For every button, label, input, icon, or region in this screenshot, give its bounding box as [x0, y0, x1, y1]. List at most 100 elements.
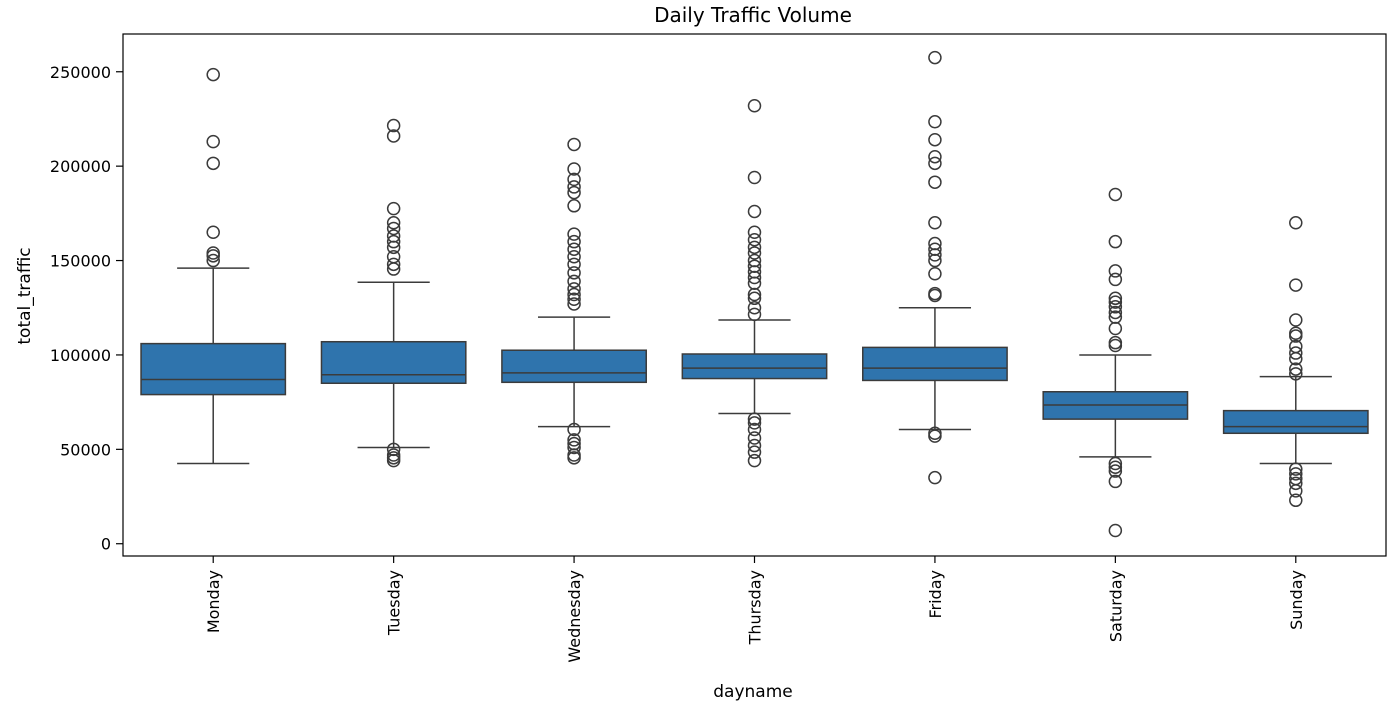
outlier-point-sunday	[1289, 467, 1303, 481]
outlier-point-wednesday	[567, 250, 581, 264]
outlier-point-friday	[928, 149, 942, 164]
outlier-point-sunday	[1289, 216, 1303, 230]
outlier-point-wednesday	[567, 185, 581, 200]
outlier-point-wednesday	[567, 292, 581, 306]
outlier-point-wednesday	[567, 162, 581, 176]
outlier-point-thursday	[747, 291, 762, 306]
x-axis-label: dayname	[713, 682, 792, 702]
y-axis-label: total_traffic	[15, 247, 35, 344]
outlier-point-monday	[206, 253, 220, 268]
outlier-point-wednesday	[567, 242, 581, 256]
outlier-point-friday	[928, 175, 942, 189]
outlier-point-saturday	[1108, 291, 1123, 306]
outlier-point-thursday	[747, 170, 762, 185]
x-tick-label: Saturday	[1106, 570, 1125, 642]
outlier-point-saturday	[1108, 187, 1123, 202]
outlier-point-wednesday	[567, 451, 581, 465]
outlier-point-thursday	[747, 225, 762, 239]
outlier-point-friday	[928, 267, 942, 281]
outlier-point-sunday	[1289, 346, 1303, 360]
outlier-point-friday	[928, 132, 942, 147]
outlier-point-tuesday	[386, 262, 401, 276]
outlier-point-saturday	[1108, 272, 1123, 287]
outlier-point-saturday	[1108, 264, 1123, 278]
outlier-point-tuesday	[386, 118, 401, 133]
outlier-point-saturday	[1108, 474, 1123, 489]
box-thursday	[681, 353, 828, 380]
outlier-point-thursday	[747, 240, 762, 255]
plot-area: 0 50000 100000 150000 200000 250000 Monday Tues…	[50, 33, 1387, 663]
x-tick-label: Friday	[926, 570, 945, 619]
outlier-point-sunday	[1289, 313, 1303, 327]
outlier-point-tuesday	[386, 240, 401, 255]
outlier-point-wednesday	[567, 297, 581, 311]
outlier-point-tuesday	[386, 453, 401, 468]
outlier-point-friday	[928, 156, 942, 171]
outlier-point-sunday	[1289, 493, 1303, 508]
chart-title: Daily Traffic Volume	[654, 3, 852, 27]
outlier-point-saturday	[1108, 464, 1123, 478]
outlier-point-thursday	[747, 307, 762, 322]
outlier-point-wednesday	[567, 172, 581, 187]
outlier-point-sunday	[1289, 484, 1303, 498]
x-tick-label: Thursday	[746, 570, 765, 645]
outlier-point-friday	[928, 470, 942, 485]
outlier-point-friday	[928, 248, 942, 262]
outlier-point-thursday	[747, 431, 762, 445]
outlier-point-friday	[928, 253, 942, 268]
box-tuesday	[320, 340, 467, 385]
outlier-point-sunday	[1289, 351, 1303, 366]
outlier-point-saturday	[1108, 338, 1123, 353]
outlier-point-thursday	[747, 412, 762, 426]
x-tick-label: Tuesday	[385, 570, 404, 636]
outlier-point-friday	[928, 50, 942, 65]
outlier-point-wednesday	[567, 180, 581, 194]
outlier-point-tuesday	[386, 221, 401, 236]
outlier-point-thursday	[747, 98, 762, 113]
outlier-point-thursday	[747, 416, 762, 430]
outlier-point-monday	[206, 67, 220, 82]
outlier-point-sunday	[1289, 326, 1303, 340]
y-tick-label: 200000	[50, 157, 111, 176]
outlier-point-wednesday	[567, 199, 581, 213]
outlier-point-tuesday	[386, 234, 401, 249]
outlier-point-saturday	[1108, 295, 1123, 309]
outlier-point-saturday	[1108, 300, 1123, 314]
y-tick-label: 100000	[50, 346, 111, 365]
outlier-point-wednesday	[567, 266, 581, 280]
outlier-point-monday	[206, 134, 220, 149]
outlier-point-tuesday	[386, 216, 401, 230]
box-friday	[862, 346, 1008, 382]
outlier-point-sunday	[1289, 462, 1303, 476]
outlier-point-sunday	[1289, 362, 1303, 376]
box-sunday	[1222, 409, 1369, 435]
outlier-point-saturday	[1108, 523, 1123, 538]
outlier-point-thursday	[747, 422, 762, 437]
outlier-point-thursday	[747, 300, 762, 315]
x-tick-label: Wednesday	[565, 570, 584, 663]
outlier-point-saturday	[1108, 335, 1123, 350]
outlier-point-friday	[928, 429, 942, 443]
outlier-point-wednesday	[567, 440, 581, 455]
outlier-point-wednesday	[567, 422, 581, 437]
y-tick-label: 250000	[50, 63, 111, 82]
box-wednesday	[501, 349, 647, 384]
outlier-point-wednesday	[567, 282, 581, 296]
outlier-point-tuesday	[386, 451, 401, 465]
box-monday	[140, 342, 287, 396]
outlier-point-wednesday	[567, 274, 581, 289]
x-tick-label: Monday	[204, 570, 223, 633]
outlier-point-sunday	[1289, 278, 1303, 292]
outlier-point-wednesday	[567, 287, 581, 302]
outlier-point-monday	[206, 249, 220, 263]
outlier-point-monday	[206, 156, 220, 171]
outlier-point-saturday	[1108, 321, 1123, 336]
outlier-point-thursday	[747, 270, 762, 285]
outlier-point-thursday	[747, 445, 762, 459]
x-tick-label: Sunday	[1287, 570, 1306, 630]
outlier-point-saturday	[1108, 460, 1123, 475]
outlier-point-friday	[928, 288, 942, 303]
outlier-point-saturday	[1108, 234, 1123, 249]
